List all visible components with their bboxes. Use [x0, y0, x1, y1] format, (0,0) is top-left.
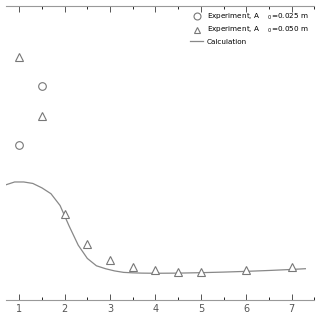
Legend: Experiment, A    $_{0}$=0.025 m, Experiment, A    $_{0}$=0.050 m, Calculation: Experiment, A $_{0}$=0.025 m, Experiment… [188, 9, 311, 47]
